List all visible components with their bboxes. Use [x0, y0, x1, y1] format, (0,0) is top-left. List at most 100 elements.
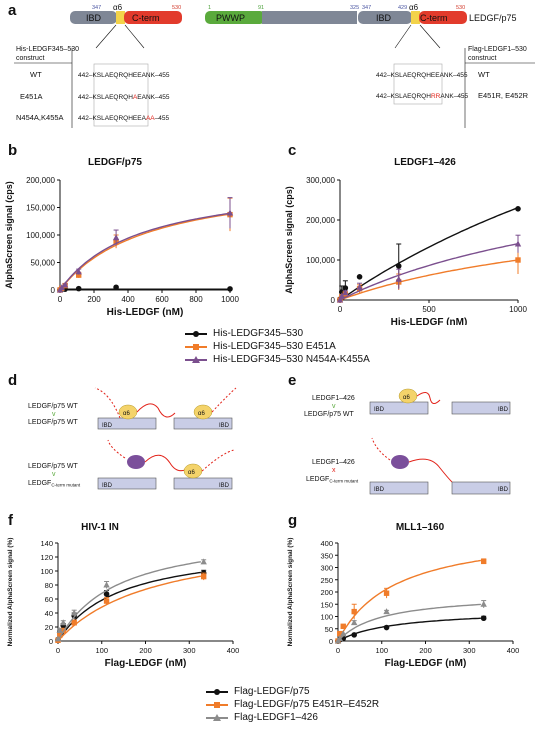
series-fit-line-1: [339, 259, 519, 301]
y-tick-label: 60: [45, 595, 53, 604]
data-point: [383, 608, 390, 615]
left-row-post: –455: [155, 72, 170, 79]
y-axis-label: AlphaScreen signal (cps): [284, 186, 294, 294]
left-cterm-label: C-term: [132, 13, 160, 23]
data-point: [103, 598, 110, 604]
y-tick-label: 400: [320, 539, 333, 548]
right-row-post: –455: [454, 93, 469, 100]
series-fit-line-0: [57, 571, 201, 642]
x-tick-label: 0: [338, 305, 343, 314]
y-tick-label: 200: [320, 588, 333, 597]
d-bot-helix-right-label: α6: [188, 470, 195, 476]
data-point: [480, 615, 487, 622]
left-row-pre: 442–: [78, 72, 93, 79]
e-bot-linker-left: [371, 437, 391, 461]
y-tick-label: 20: [45, 623, 53, 632]
d-top-linker-right: [211, 387, 237, 413]
d-bot-linker-mid: [144, 454, 186, 472]
left-row-seq: KSLAEQRQHEEANK: [92, 72, 155, 79]
data-point: [338, 292, 345, 299]
data-point: [57, 632, 63, 639]
d-top-label2: LEDGF/p75 WT: [28, 419, 79, 426]
right-row-seq-mutation: RR: [431, 93, 441, 100]
data-point: [356, 283, 363, 290]
left-row-seq: KSLAEQRQHEEA: [92, 115, 146, 122]
d-top-ibd-left-label: IBD: [102, 423, 113, 429]
left-row-label: N454A,K455A: [16, 113, 64, 122]
y-tick-label: 100: [320, 613, 333, 622]
right-row-pre: 442–: [376, 72, 391, 79]
left-row-post: –455: [155, 115, 170, 122]
legend-label: Flag-LEDGF/p75: [234, 686, 310, 697]
e-bot-helix-mutant: [391, 455, 409, 469]
right-pwwp-segment: [205, 11, 265, 24]
series-fit-line-0: [339, 207, 519, 301]
legend-swatch-square: [206, 700, 228, 710]
right-row-seq-tail: ANK: [440, 93, 454, 100]
data-point: [395, 275, 402, 282]
legend-bc: His-LEDGF345–530 His-LEDGF345–530 E451A …: [185, 327, 370, 366]
d-top-ibd-right-label: IBD: [219, 423, 230, 429]
data-point: [383, 590, 390, 596]
data-point: [340, 630, 347, 637]
left-row-label: WT: [30, 70, 42, 79]
d-top-helix-right-label: α6: [198, 411, 205, 417]
e-top-sym: v: [332, 403, 336, 410]
right-row-seq: KSLAEQRQHEEANK: [390, 72, 453, 79]
data-point: [351, 632, 357, 638]
x-axis-label: Flag-LEDGF (nM): [385, 658, 467, 668]
svg-text:442–KSLAEQRQHEEANK–455: 442–KSLAEQRQHEEANK–455: [376, 72, 468, 79]
right-zoom-line-2: [419, 24, 441, 49]
panel-letter-b: b: [8, 142, 18, 159]
panel-letter-f: f: [8, 512, 13, 529]
legend-label: Flag-LEDGF1–426: [234, 712, 318, 723]
left-alpha6-segment: [116, 11, 125, 24]
series-fit-line-2: [59, 212, 231, 291]
right-ibd-label: IBD: [376, 13, 392, 23]
e-top-label1: LEDGF1–426: [312, 395, 355, 402]
x-tick-label: 500: [422, 305, 436, 314]
legend-item: His-LEDGF345–530: [185, 327, 370, 340]
y-tick-label: 100,000: [306, 256, 335, 265]
left-ibd-label: IBD: [86, 13, 102, 23]
series-fit-line-2: [57, 561, 201, 642]
left-ibd-segment: [70, 11, 117, 24]
data-point: [76, 272, 82, 278]
data-point: [383, 624, 390, 631]
chart-g-mll-1-160: MLL1–160 0 50 100 150 200 250 300 350 400 0 100 200 3…: [287, 522, 519, 668]
right-alpha6-label: α6: [409, 3, 419, 12]
panel-d-diagram: LEDGF/p75 WT v LEDGF/p75 WT IBD α6 IBD α…: [28, 387, 237, 490]
data-point: [113, 284, 119, 291]
svg-text:442–KSLAEQRQHRRANK–455: 442–KSLAEQRQHRRANK–455: [376, 93, 469, 100]
legend-swatch-triangle: [185, 355, 207, 365]
y-tick-label: 200,000: [26, 176, 55, 185]
data-point: [340, 623, 346, 629]
d-bot-ibd-left-label: IBD: [102, 483, 113, 489]
d-bot-label1: LEDGF/p75 WT: [28, 463, 79, 470]
left-row-seq-mutation: AA: [146, 115, 155, 122]
left-row-pre: 442–: [78, 94, 93, 101]
legend-item: His-LEDGF345–530 E451A: [185, 340, 370, 353]
d-top-label1: LEDGF/p75 WT: [28, 403, 79, 410]
e-bot-ibd-right: [451, 481, 511, 495]
right-alpha6-segment: [411, 11, 420, 24]
legend-label: His-LEDGF345–530 N454A-K455A: [213, 354, 370, 365]
e-bot-ibd-right-label: IBD: [498, 487, 509, 493]
svg-text:442–KSLAEQRQHAEANK–455: 442–KSLAEQRQHAEANK–455: [78, 94, 170, 101]
right-bar-n91: 91: [258, 5, 264, 11]
d-bot-label2: LEDGF: [28, 480, 51, 487]
right-construct-header-1: Flag-LEDGF1–530: [468, 46, 527, 53]
right-bar-n325: 325: [350, 5, 359, 11]
x-tick-label: 200: [87, 295, 101, 304]
y-tick-label: 300: [320, 564, 333, 573]
y-tick-label: 150: [320, 600, 333, 609]
left-sequence-box: [93, 63, 149, 127]
e-bot-ibd-left-label: IBD: [374, 487, 385, 493]
x-axis-label: His-LEDGF (nM): [107, 307, 184, 318]
right-row-seq: KSLAEQRQH: [390, 93, 431, 100]
y-tick-label: 100: [40, 567, 53, 576]
left-row-e451a: E451A 442–KSLAEQRQHAEANK–455: [20, 92, 170, 101]
e-top-ibd-right: [451, 401, 511, 415]
x-tick-label: 0: [336, 646, 340, 655]
y-tick-label: 0: [51, 286, 56, 295]
